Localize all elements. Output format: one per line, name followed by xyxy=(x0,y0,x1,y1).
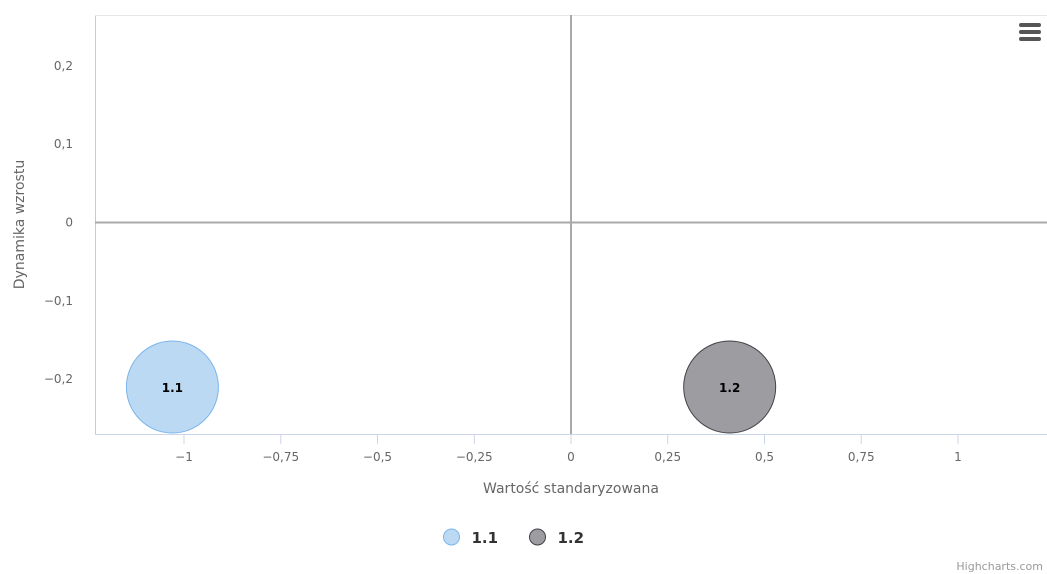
legend-label: 1.2 xyxy=(558,529,585,547)
x-tick-label: 1 xyxy=(954,450,962,464)
legend-label: 1.1 xyxy=(472,529,499,547)
x-tick-label: −0,5 xyxy=(363,450,392,464)
bubble-1.2[interactable] xyxy=(683,340,777,434)
y-tick-label: 0 xyxy=(65,216,73,230)
y-tick-label: 0,1 xyxy=(54,137,73,151)
x-tick-label: 0,25 xyxy=(654,450,681,464)
legend-symbol xyxy=(529,528,546,546)
x-tick-label: 0,5 xyxy=(755,450,774,464)
x-tick-label: 0 xyxy=(567,450,575,464)
x-axis-title: Wartość standaryzowana xyxy=(483,481,659,497)
legend: 1.1 1.2 xyxy=(443,528,585,547)
legend-item-1.2[interactable]: 1.2 xyxy=(529,528,585,547)
bubble-1.1[interactable] xyxy=(125,340,219,434)
y-tick-label: −0,2 xyxy=(44,372,73,386)
y-tick-label: 0,2 xyxy=(54,59,73,73)
legend-symbol xyxy=(443,528,460,546)
x-tick-label: −0,25 xyxy=(456,450,493,464)
x-tick-label: −1 xyxy=(175,450,193,464)
legend-item-1.1[interactable]: 1.1 xyxy=(443,528,499,547)
bubble-label: 1.1 xyxy=(162,381,183,395)
bubble-label: 1.2 xyxy=(719,381,740,395)
x-tick-label: −0,75 xyxy=(262,450,299,464)
y-axis-title: Dynamika wzrostu xyxy=(12,160,28,289)
x-tick-label: 0,75 xyxy=(848,450,875,464)
hamburger-menu-icon[interactable] xyxy=(1014,20,1042,46)
credits-link[interactable]: Highcharts.com xyxy=(956,560,1043,573)
y-tick-label: −0,1 xyxy=(44,294,73,308)
